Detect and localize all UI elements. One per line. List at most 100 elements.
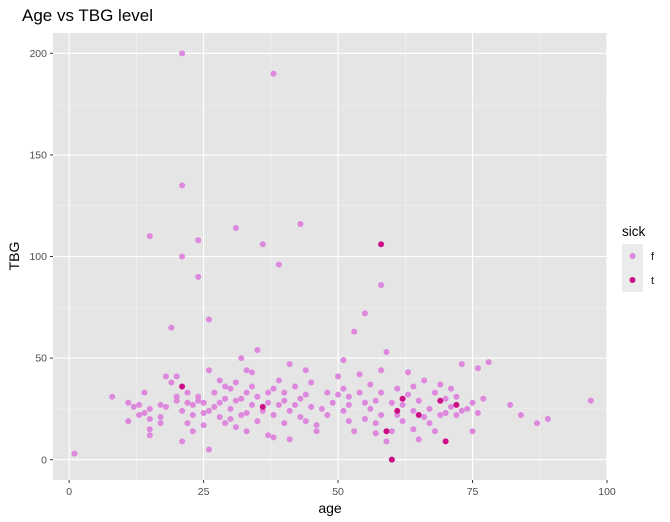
data-point bbox=[302, 367, 309, 374]
data-point bbox=[254, 418, 261, 425]
data-point bbox=[189, 411, 196, 418]
data-point bbox=[448, 385, 455, 392]
data-point bbox=[415, 397, 422, 404]
data-point bbox=[232, 397, 239, 404]
y-tick-label: 150 bbox=[29, 150, 47, 162]
data-point bbox=[378, 367, 385, 374]
data-point bbox=[399, 401, 406, 408]
data-point bbox=[587, 397, 594, 404]
data-point bbox=[378, 411, 385, 418]
data-point bbox=[383, 348, 390, 355]
data-point bbox=[297, 395, 304, 402]
data-point bbox=[404, 369, 411, 376]
data-point bbox=[125, 418, 132, 425]
x-tick-label: 0 bbox=[66, 486, 72, 498]
data-point bbox=[313, 422, 320, 429]
data-point bbox=[544, 416, 551, 423]
data-point bbox=[399, 418, 406, 425]
data-point bbox=[383, 428, 390, 435]
data-point bbox=[442, 395, 449, 402]
data-point bbox=[388, 399, 395, 406]
data-point bbox=[485, 359, 492, 366]
data-point bbox=[216, 399, 223, 406]
data-point bbox=[415, 436, 422, 443]
data-point bbox=[211, 389, 218, 396]
chart-title: Age vs TBG level bbox=[22, 6, 153, 25]
data-point bbox=[335, 391, 342, 398]
data-point bbox=[162, 373, 169, 380]
data-point bbox=[474, 409, 481, 416]
data-point bbox=[141, 389, 148, 396]
data-point bbox=[189, 401, 196, 408]
x-tick-label: 50 bbox=[332, 486, 344, 498]
data-point bbox=[308, 403, 315, 410]
data-point bbox=[254, 393, 261, 400]
data-point bbox=[292, 401, 299, 408]
data-point bbox=[270, 70, 277, 77]
x-tick-label: 100 bbox=[598, 486, 616, 498]
data-point bbox=[243, 428, 250, 435]
y-tick-label: 0 bbox=[41, 454, 47, 466]
data-point bbox=[442, 409, 449, 416]
data-point bbox=[388, 456, 395, 463]
data-point bbox=[410, 426, 417, 433]
data-point bbox=[442, 438, 449, 445]
data-point bbox=[356, 389, 363, 396]
data-point bbox=[249, 401, 256, 408]
data-point bbox=[179, 407, 186, 414]
data-point bbox=[168, 324, 175, 331]
data-point bbox=[361, 310, 368, 317]
data-point bbox=[249, 369, 256, 376]
data-point bbox=[324, 411, 331, 418]
data-point bbox=[480, 395, 487, 402]
data-point bbox=[179, 438, 186, 445]
data-point bbox=[141, 409, 148, 416]
data-point bbox=[179, 383, 186, 390]
data-point bbox=[265, 432, 272, 439]
data-point bbox=[448, 403, 455, 410]
data-point bbox=[453, 411, 460, 418]
data-point bbox=[238, 355, 245, 362]
data-point bbox=[205, 367, 212, 374]
data-point bbox=[195, 393, 202, 400]
series-t bbox=[179, 241, 460, 463]
data-point bbox=[205, 446, 212, 453]
data-point bbox=[458, 361, 465, 368]
data-point bbox=[340, 407, 347, 414]
series-f bbox=[71, 50, 594, 463]
data-point bbox=[437, 381, 444, 388]
legend-point-f bbox=[629, 253, 636, 259]
data-point bbox=[184, 420, 191, 427]
data-point bbox=[243, 367, 250, 374]
data-point bbox=[249, 383, 256, 390]
data-point bbox=[243, 409, 250, 416]
data-point bbox=[281, 420, 288, 427]
data-point bbox=[189, 428, 196, 435]
data-point bbox=[270, 434, 277, 441]
data-point bbox=[227, 385, 234, 392]
data-point bbox=[146, 405, 153, 412]
data-point bbox=[184, 399, 191, 406]
data-point bbox=[184, 389, 191, 396]
data-point bbox=[270, 411, 277, 418]
data-point bbox=[367, 381, 374, 388]
data-point bbox=[351, 428, 358, 435]
data-point bbox=[431, 428, 438, 435]
data-point bbox=[216, 414, 223, 421]
data-point bbox=[211, 403, 218, 410]
data-point bbox=[162, 403, 169, 410]
legend: sick ft bbox=[622, 224, 655, 292]
data-point bbox=[146, 426, 153, 433]
data-point bbox=[281, 389, 288, 396]
data-point bbox=[146, 416, 153, 423]
data-point bbox=[157, 420, 164, 427]
data-point bbox=[410, 383, 417, 390]
legend-title: sick bbox=[622, 224, 645, 239]
data-point bbox=[157, 414, 164, 421]
x-tick-label: 25 bbox=[198, 486, 210, 498]
data-point bbox=[410, 407, 417, 414]
data-point bbox=[173, 373, 180, 380]
data-point bbox=[313, 428, 320, 435]
data-point bbox=[458, 407, 465, 414]
